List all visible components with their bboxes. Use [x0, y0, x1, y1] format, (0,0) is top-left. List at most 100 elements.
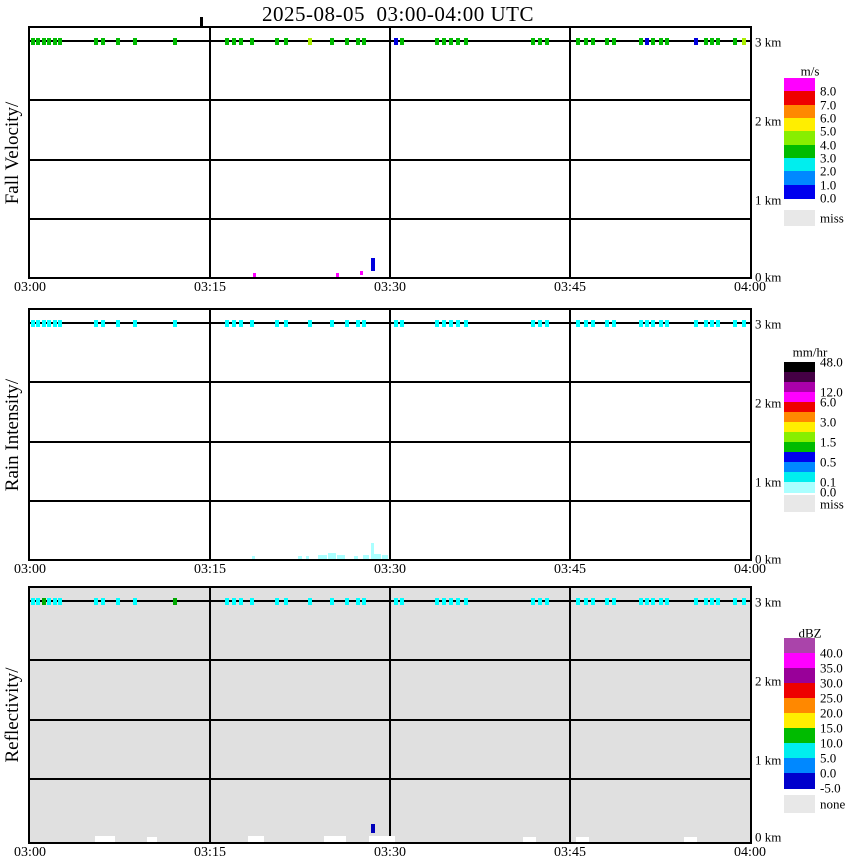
mark-3km: [576, 319, 581, 327]
km-label: 0 km: [755, 269, 782, 285]
mark-3km: [173, 319, 178, 327]
mark-3km: [644, 37, 649, 45]
mark-3km: [665, 319, 670, 327]
colorbar-cell: [784, 698, 815, 714]
colorbar-cell: [784, 78, 815, 92]
mark-3km: [58, 319, 62, 327]
mark-3km: [590, 597, 595, 605]
mark-low: [323, 836, 346, 842]
mark-3km: [115, 597, 120, 605]
stray-mark: [200, 17, 203, 26]
grid-hline: [30, 40, 750, 42]
grid-hline: [30, 218, 750, 220]
mark-low: [327, 552, 336, 559]
colorbar-missing-label: none: [820, 796, 846, 812]
mark-3km: [275, 37, 280, 45]
time-tick-label: 03:15: [194, 845, 226, 860]
colorbar-tick-label: 0.0: [820, 765, 837, 781]
grid-vline: [569, 310, 571, 559]
grid-hline: [30, 719, 750, 721]
grid-vline: [389, 28, 391, 277]
colorbar-cell: [784, 452, 815, 463]
mark-3km: [355, 597, 360, 605]
time-tick-label: 03:00: [14, 845, 46, 860]
mark-low: [252, 273, 256, 277]
colorbar-tick-label: 40.0: [820, 645, 843, 661]
colorbar-tick-label: 48.0: [820, 354, 843, 370]
mark-3km: [583, 37, 588, 45]
colorbar-tick-label: 6.0: [820, 110, 837, 126]
mark-low: [354, 555, 359, 559]
colorbar-tick-label: 10.0: [820, 735, 843, 751]
grid-vline: [389, 588, 391, 842]
time-tick-label: 04:00: [734, 280, 766, 295]
grid-vline: [569, 588, 571, 842]
mark-3km: [400, 597, 404, 605]
mark-3km: [224, 597, 229, 605]
mark-3km: [361, 37, 366, 45]
mark-3km: [694, 37, 698, 45]
panel-ylabel: Fall Velocity/: [2, 101, 23, 204]
colorbar-tick-label: 8.0: [820, 83, 837, 99]
colorbar-cell: [784, 758, 815, 774]
km-label: 1 km: [755, 474, 782, 490]
colorbar-tick-label: 1.0: [820, 177, 837, 193]
km-label: 3 km: [755, 34, 782, 50]
mark-3km: [456, 319, 461, 327]
grid-hline: [30, 381, 750, 383]
km-label: 2 km: [755, 113, 782, 129]
mark-3km: [400, 319, 404, 327]
mark-3km: [530, 37, 535, 45]
colorbar-cell: [784, 713, 815, 729]
ylabel-wrap: Fall Velocity/: [0, 28, 26, 277]
colorbar-cell: [784, 184, 815, 199]
mark-3km: [694, 597, 698, 605]
mark-3km: [283, 319, 288, 327]
mark-3km: [530, 597, 535, 605]
colorbar-cell: [784, 432, 815, 443]
mark-3km: [650, 319, 655, 327]
mark-3km: [344, 319, 349, 327]
mark-3km: [394, 37, 398, 45]
grid-vline: [569, 28, 571, 277]
mark-3km: [545, 319, 550, 327]
time-tick-label: 03:45: [554, 280, 586, 295]
mark-3km: [41, 319, 46, 327]
mark-3km: [576, 597, 581, 605]
mark-3km: [307, 37, 312, 45]
mark-3km: [644, 597, 649, 605]
mark-3km: [538, 597, 542, 605]
colorbar-cell: [784, 362, 815, 373]
colorbar-tick-label: 5.0: [820, 123, 837, 139]
mark-low: [336, 554, 345, 559]
colorbar-tick-label: 3.0: [820, 414, 837, 430]
mark-3km: [224, 319, 229, 327]
colorbar-tick-label: 0.5: [820, 454, 837, 470]
time-tick-label: 03:45: [554, 845, 586, 860]
km-label: 3 km: [755, 316, 782, 332]
mark-3km: [659, 319, 664, 327]
mark-low: [382, 555, 389, 559]
mark-3km: [694, 319, 698, 327]
panel-ylabel: Reflectivity/: [2, 667, 23, 763]
mark-3km: [239, 37, 244, 45]
mark-3km: [733, 319, 737, 327]
colorbar-missing-cell: [784, 795, 815, 813]
colorbar-missing-label: miss: [820, 210, 844, 226]
mark-3km: [659, 37, 664, 45]
mark-3km: [47, 597, 52, 605]
colorbar-cell: [784, 743, 815, 759]
mark-3km: [101, 597, 106, 605]
mark-3km: [47, 37, 52, 45]
mark-3km: [133, 37, 137, 45]
km-label: 2 km: [755, 673, 782, 689]
mark-3km: [94, 319, 98, 327]
colorbar-cell: [784, 392, 815, 403]
colorbar-cell: [784, 372, 815, 383]
mark-3km: [650, 597, 655, 605]
mark-3km: [644, 319, 649, 327]
colorbar-tick-label: 3.0: [820, 150, 837, 166]
mark-3km: [442, 319, 446, 327]
mark-3km: [275, 319, 280, 327]
mark-3km: [58, 37, 62, 45]
